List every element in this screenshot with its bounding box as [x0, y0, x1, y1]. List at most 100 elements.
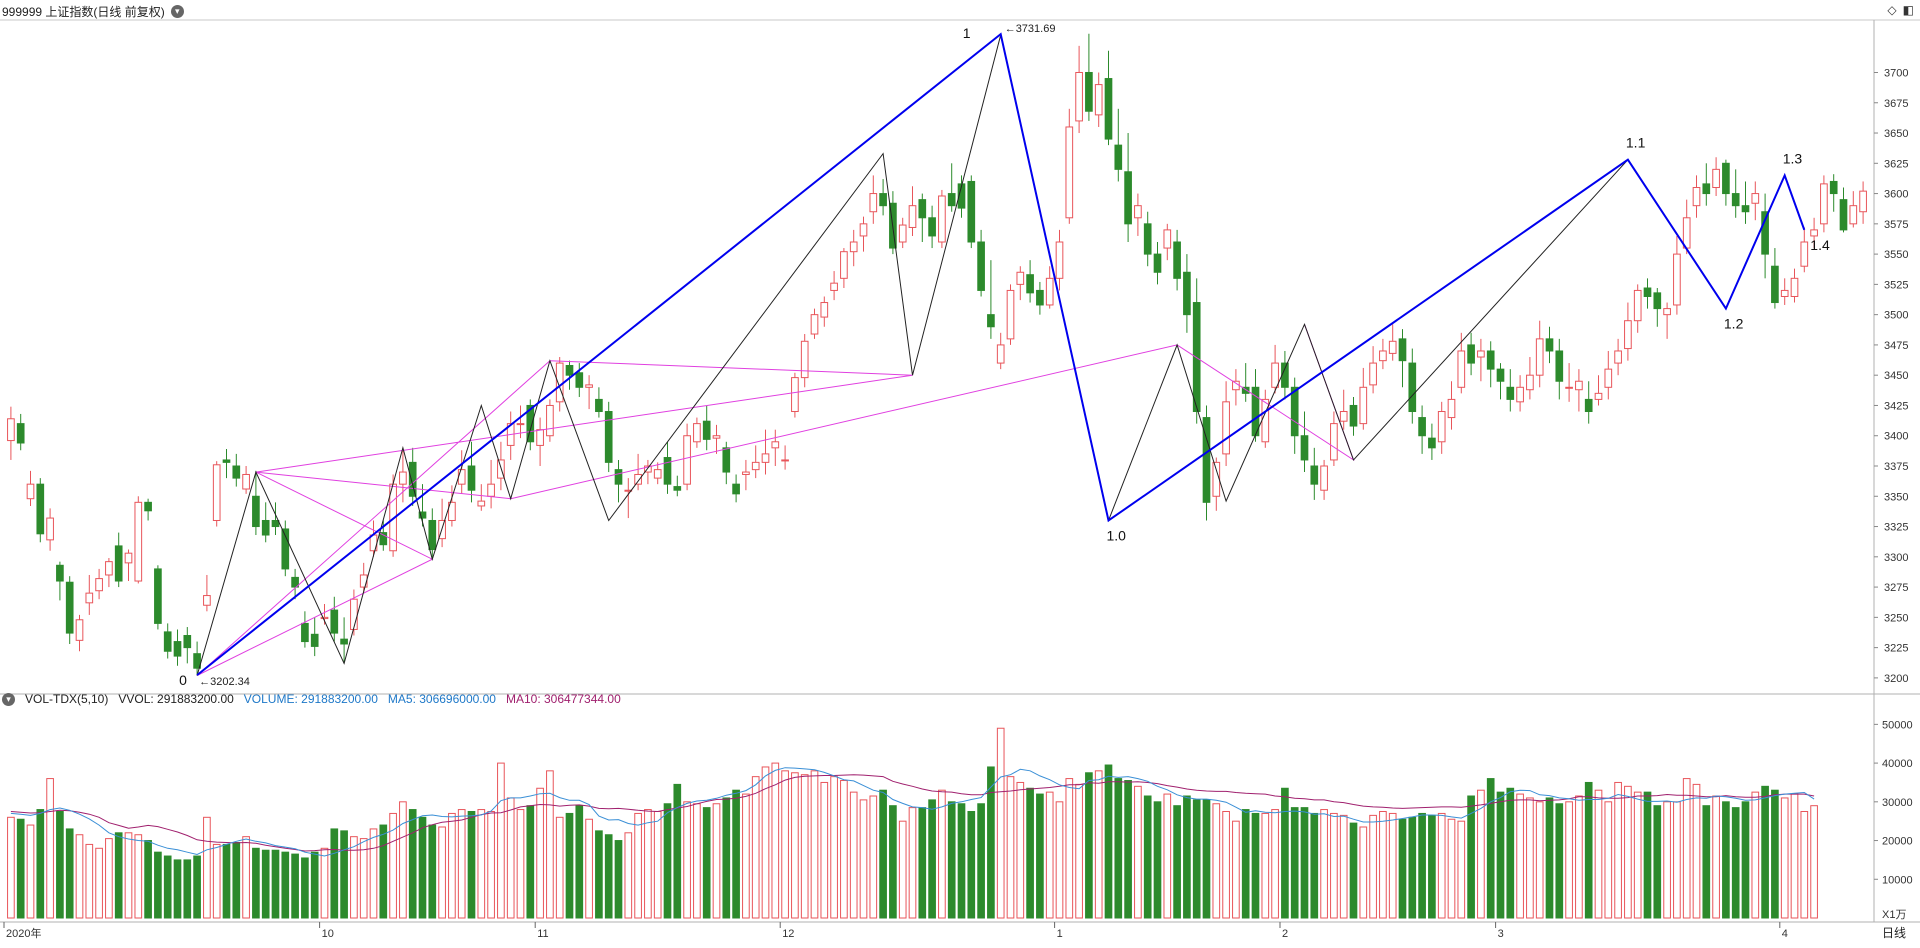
ma5-value: MA5: 306696000.00: [387, 692, 496, 706]
volume-bar: [1486, 778, 1495, 919]
candle-body: [330, 609, 339, 634]
volume-bar: [193, 855, 201, 919]
candle-body: [1810, 229, 1818, 237]
volume-bar: [1810, 805, 1818, 919]
candle-body: [1310, 465, 1319, 485]
candle-body: [1222, 401, 1230, 455]
price-tick-label: 3650: [1884, 128, 1908, 140]
volume-bar: [242, 836, 250, 919]
candle-body: [291, 576, 299, 588]
volume-bar: [663, 803, 672, 919]
volume-tick-label: 20000: [1882, 836, 1913, 848]
volume-bar: [614, 840, 623, 919]
volume-bar: [320, 847, 329, 919]
candle-body: [1447, 398, 1456, 419]
panel-toggle-icon[interactable]: ◧: [1902, 3, 1914, 17]
volume-bar: [1045, 791, 1054, 919]
volume-bar: [908, 807, 917, 919]
volume-bar: [105, 838, 113, 919]
volume-bar: [1506, 787, 1515, 919]
volume-bar: [1682, 778, 1691, 919]
volume-bar: [869, 795, 878, 919]
candle-body: [232, 465, 241, 479]
candle-body: [1741, 205, 1750, 213]
volume-bar: [1075, 783, 1083, 919]
volume-bar: [1477, 789, 1485, 919]
candle-body: [320, 616, 329, 620]
candle-body: [1398, 338, 1407, 362]
candle-body: [1692, 187, 1701, 207]
wave-label: 1.0: [1107, 527, 1127, 543]
period-button[interactable]: 日线: [1882, 926, 1906, 940]
candle-body: [477, 500, 486, 507]
candle-body: [26, 483, 35, 500]
volume-bar: [781, 770, 789, 919]
candle-body: [242, 473, 250, 490]
volume-bar: [114, 832, 123, 919]
candle-body: [1192, 302, 1201, 413]
volume-bar: [555, 816, 564, 919]
price-tick-label: 3675: [1884, 98, 1908, 110]
candle-body: [849, 241, 858, 253]
volume-bar: [428, 824, 437, 919]
candle-body: [95, 578, 103, 592]
price-tick-label: 3325: [1884, 522, 1908, 534]
price-tick-label: 3275: [1884, 582, 1908, 594]
diamond-icon[interactable]: ◇: [1887, 3, 1897, 17]
volume-bar: [928, 799, 936, 919]
volume-bar: [673, 783, 682, 919]
high-annotation: ←3731.69: [1005, 23, 1056, 35]
candle-body: [1124, 171, 1132, 225]
candle-body: [1663, 308, 1671, 316]
candle-body: [408, 461, 417, 497]
volume-bar: [1604, 801, 1613, 919]
wave-sub-line: [196, 34, 1629, 676]
volume-bar: [271, 849, 280, 919]
candle-body: [1036, 289, 1044, 306]
candle-body: [114, 545, 123, 582]
candle-body: [1653, 292, 1662, 310]
candle-body: [379, 532, 388, 546]
volume-bar: [918, 807, 927, 919]
volume-bar: [1202, 799, 1211, 919]
volume-bar: [575, 805, 584, 919]
volume-bar: [585, 818, 593, 919]
candle-body: [1584, 398, 1593, 413]
candle-body: [271, 519, 280, 528]
candle-body: [1016, 271, 1025, 285]
price-tick-label: 3425: [1884, 400, 1908, 412]
candle-body: [1614, 350, 1622, 364]
candle-body: [555, 362, 564, 403]
volume-bar: [448, 812, 456, 919]
volume-bar: [693, 803, 701, 919]
volume-bar: [154, 851, 162, 919]
volume-bar: [144, 840, 152, 919]
volume-bar: [879, 789, 887, 919]
volume-bar: [16, 818, 25, 919]
volume-bar: [1143, 795, 1152, 919]
candle-body: [7, 418, 15, 442]
candle-body: [1261, 398, 1270, 443]
x-tick-label: 2: [1282, 928, 1288, 940]
volume-bar: [536, 787, 544, 919]
chevron-down-icon[interactable]: ▾: [2, 692, 15, 706]
candle-body: [1526, 374, 1534, 391]
x-tick-label: 2020年: [6, 926, 41, 940]
candle-body: [1829, 180, 1838, 195]
chevron-down-icon[interactable]: ▾: [170, 4, 184, 18]
volume-bar: [173, 859, 182, 919]
volume-bar: [95, 847, 103, 919]
candle-body: [1712, 168, 1720, 189]
candle-body: [536, 429, 544, 446]
candle-body: [261, 519, 270, 536]
volume-bar: [820, 781, 829, 919]
window-controls: ◇ ◧: [1887, 3, 1914, 17]
volume-bar: [996, 727, 1005, 919]
candle-body: [252, 495, 260, 528]
vvol-value: VVOL: 291883200.00: [118, 692, 234, 706]
volume-bar: [1163, 793, 1172, 919]
wave-label: 1: [963, 25, 971, 41]
volume-bar: [1124, 780, 1132, 919]
candle-body: [1682, 217, 1691, 249]
volume-bar: [702, 807, 711, 919]
